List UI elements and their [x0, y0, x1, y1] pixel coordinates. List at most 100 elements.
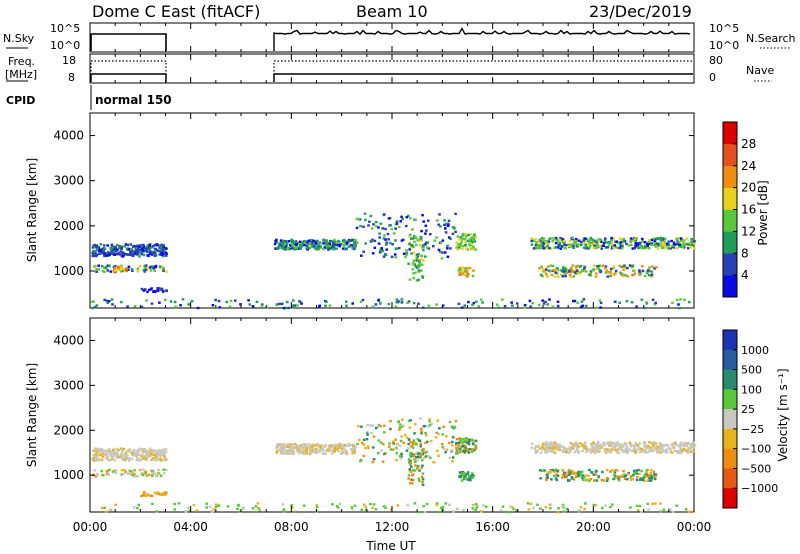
power-cell	[169, 300, 173, 303]
power-cell	[173, 300, 177, 304]
velocity-cell	[153, 472, 157, 475]
power-cell	[412, 245, 415, 249]
power-cell	[584, 237, 587, 240]
nsearch-label: N.Search	[746, 32, 796, 45]
power-cell	[158, 253, 162, 256]
velocity-cell	[554, 441, 557, 445]
velocity-cell	[366, 431, 369, 434]
power-cell	[211, 304, 215, 307]
velocity-cell	[437, 433, 440, 436]
power-cell	[554, 236, 558, 240]
velocity-cell	[334, 445, 337, 449]
power-cell	[293, 304, 297, 307]
power-cell	[554, 271, 557, 274]
velocity-cell	[548, 503, 552, 506]
power-colorbar-label-tick: 24	[741, 159, 756, 173]
power-cell	[146, 244, 150, 247]
velocity-cell	[302, 504, 306, 507]
power-cell	[214, 298, 217, 302]
power-cell	[400, 298, 403, 302]
power-cell	[367, 224, 370, 227]
velocity-cell	[340, 445, 343, 448]
velocity-cell	[328, 447, 332, 450]
velocity-cell	[471, 507, 475, 510]
power-cell	[157, 287, 160, 290]
velocity-cell	[551, 468, 555, 472]
velocity-cell	[546, 442, 550, 445]
velocity-cell	[467, 440, 471, 443]
velocity-cell	[424, 441, 427, 445]
velocity-cell	[162, 454, 166, 457]
power-cell	[317, 246, 320, 249]
power-cell	[153, 249, 157, 252]
velocity-cell	[601, 506, 604, 510]
velocity-cell	[155, 510, 158, 513]
velocity-cell	[536, 445, 539, 448]
velocity-cell	[634, 444, 637, 448]
velocity-cell	[407, 442, 410, 446]
power-cell	[307, 239, 311, 242]
velocity-cell	[638, 442, 642, 445]
power-cell	[583, 241, 587, 244]
velocity-cell	[419, 445, 423, 448]
power-cell	[463, 304, 467, 307]
velocity-cell	[310, 444, 313, 448]
power-cell	[389, 241, 392, 245]
velocity-cell	[637, 509, 640, 512]
velocity-cell	[152, 457, 155, 460]
power-cell	[537, 240, 540, 243]
power-cell	[412, 259, 416, 262]
power-cell	[411, 228, 414, 231]
power-cell	[136, 267, 140, 270]
velocity-cell	[675, 444, 678, 447]
velocity-cell	[309, 448, 312, 451]
velocity-cell	[128, 450, 132, 453]
power-cell	[115, 250, 118, 253]
power-cell	[330, 240, 334, 243]
nsearch-tick-top: 10^5	[709, 22, 739, 35]
velocity-cell	[256, 502, 260, 505]
velocity-cell	[109, 454, 112, 457]
power-cell	[542, 270, 545, 273]
velocity-cell	[551, 449, 555, 452]
velocity-cell	[538, 447, 542, 450]
velocity-cell	[214, 505, 218, 509]
power-cell	[545, 239, 549, 243]
power-cell	[641, 265, 644, 268]
velocity-cell	[622, 470, 625, 473]
velocity-cell	[296, 447, 299, 450]
velocity-cell	[590, 471, 594, 474]
velocity-cell	[647, 508, 650, 511]
power-cell	[556, 246, 560, 249]
velocity-cell	[589, 478, 592, 481]
velocity-cell	[258, 508, 261, 512]
power-cell	[162, 247, 165, 250]
velocity-cell	[279, 445, 283, 448]
velocity-cell	[120, 473, 124, 476]
velocity-cell	[572, 478, 576, 481]
power-cell	[284, 245, 287, 249]
power-cell	[335, 241, 339, 244]
velocity-cell	[236, 507, 239, 510]
power-cell	[458, 271, 462, 275]
power-cell	[318, 244, 321, 247]
velocity-cell	[466, 448, 469, 451]
velocity-cell	[98, 459, 102, 462]
velocity-cell	[156, 451, 159, 454]
power-cell	[556, 304, 560, 308]
velocity-cell	[367, 446, 370, 450]
power-cell	[573, 271, 577, 274]
power-cell	[136, 250, 139, 253]
velocity-cell	[656, 445, 659, 448]
power-cell	[663, 245, 666, 248]
velocity-cell	[587, 474, 590, 477]
power-cell	[286, 300, 289, 304]
power-cell	[305, 244, 309, 247]
power-cell	[596, 265, 599, 268]
x-tick-label: 08:00	[274, 520, 309, 534]
power-cell	[427, 304, 431, 307]
power-cell	[606, 275, 610, 278]
velocity-cell	[135, 452, 139, 456]
power-cell	[532, 247, 536, 250]
